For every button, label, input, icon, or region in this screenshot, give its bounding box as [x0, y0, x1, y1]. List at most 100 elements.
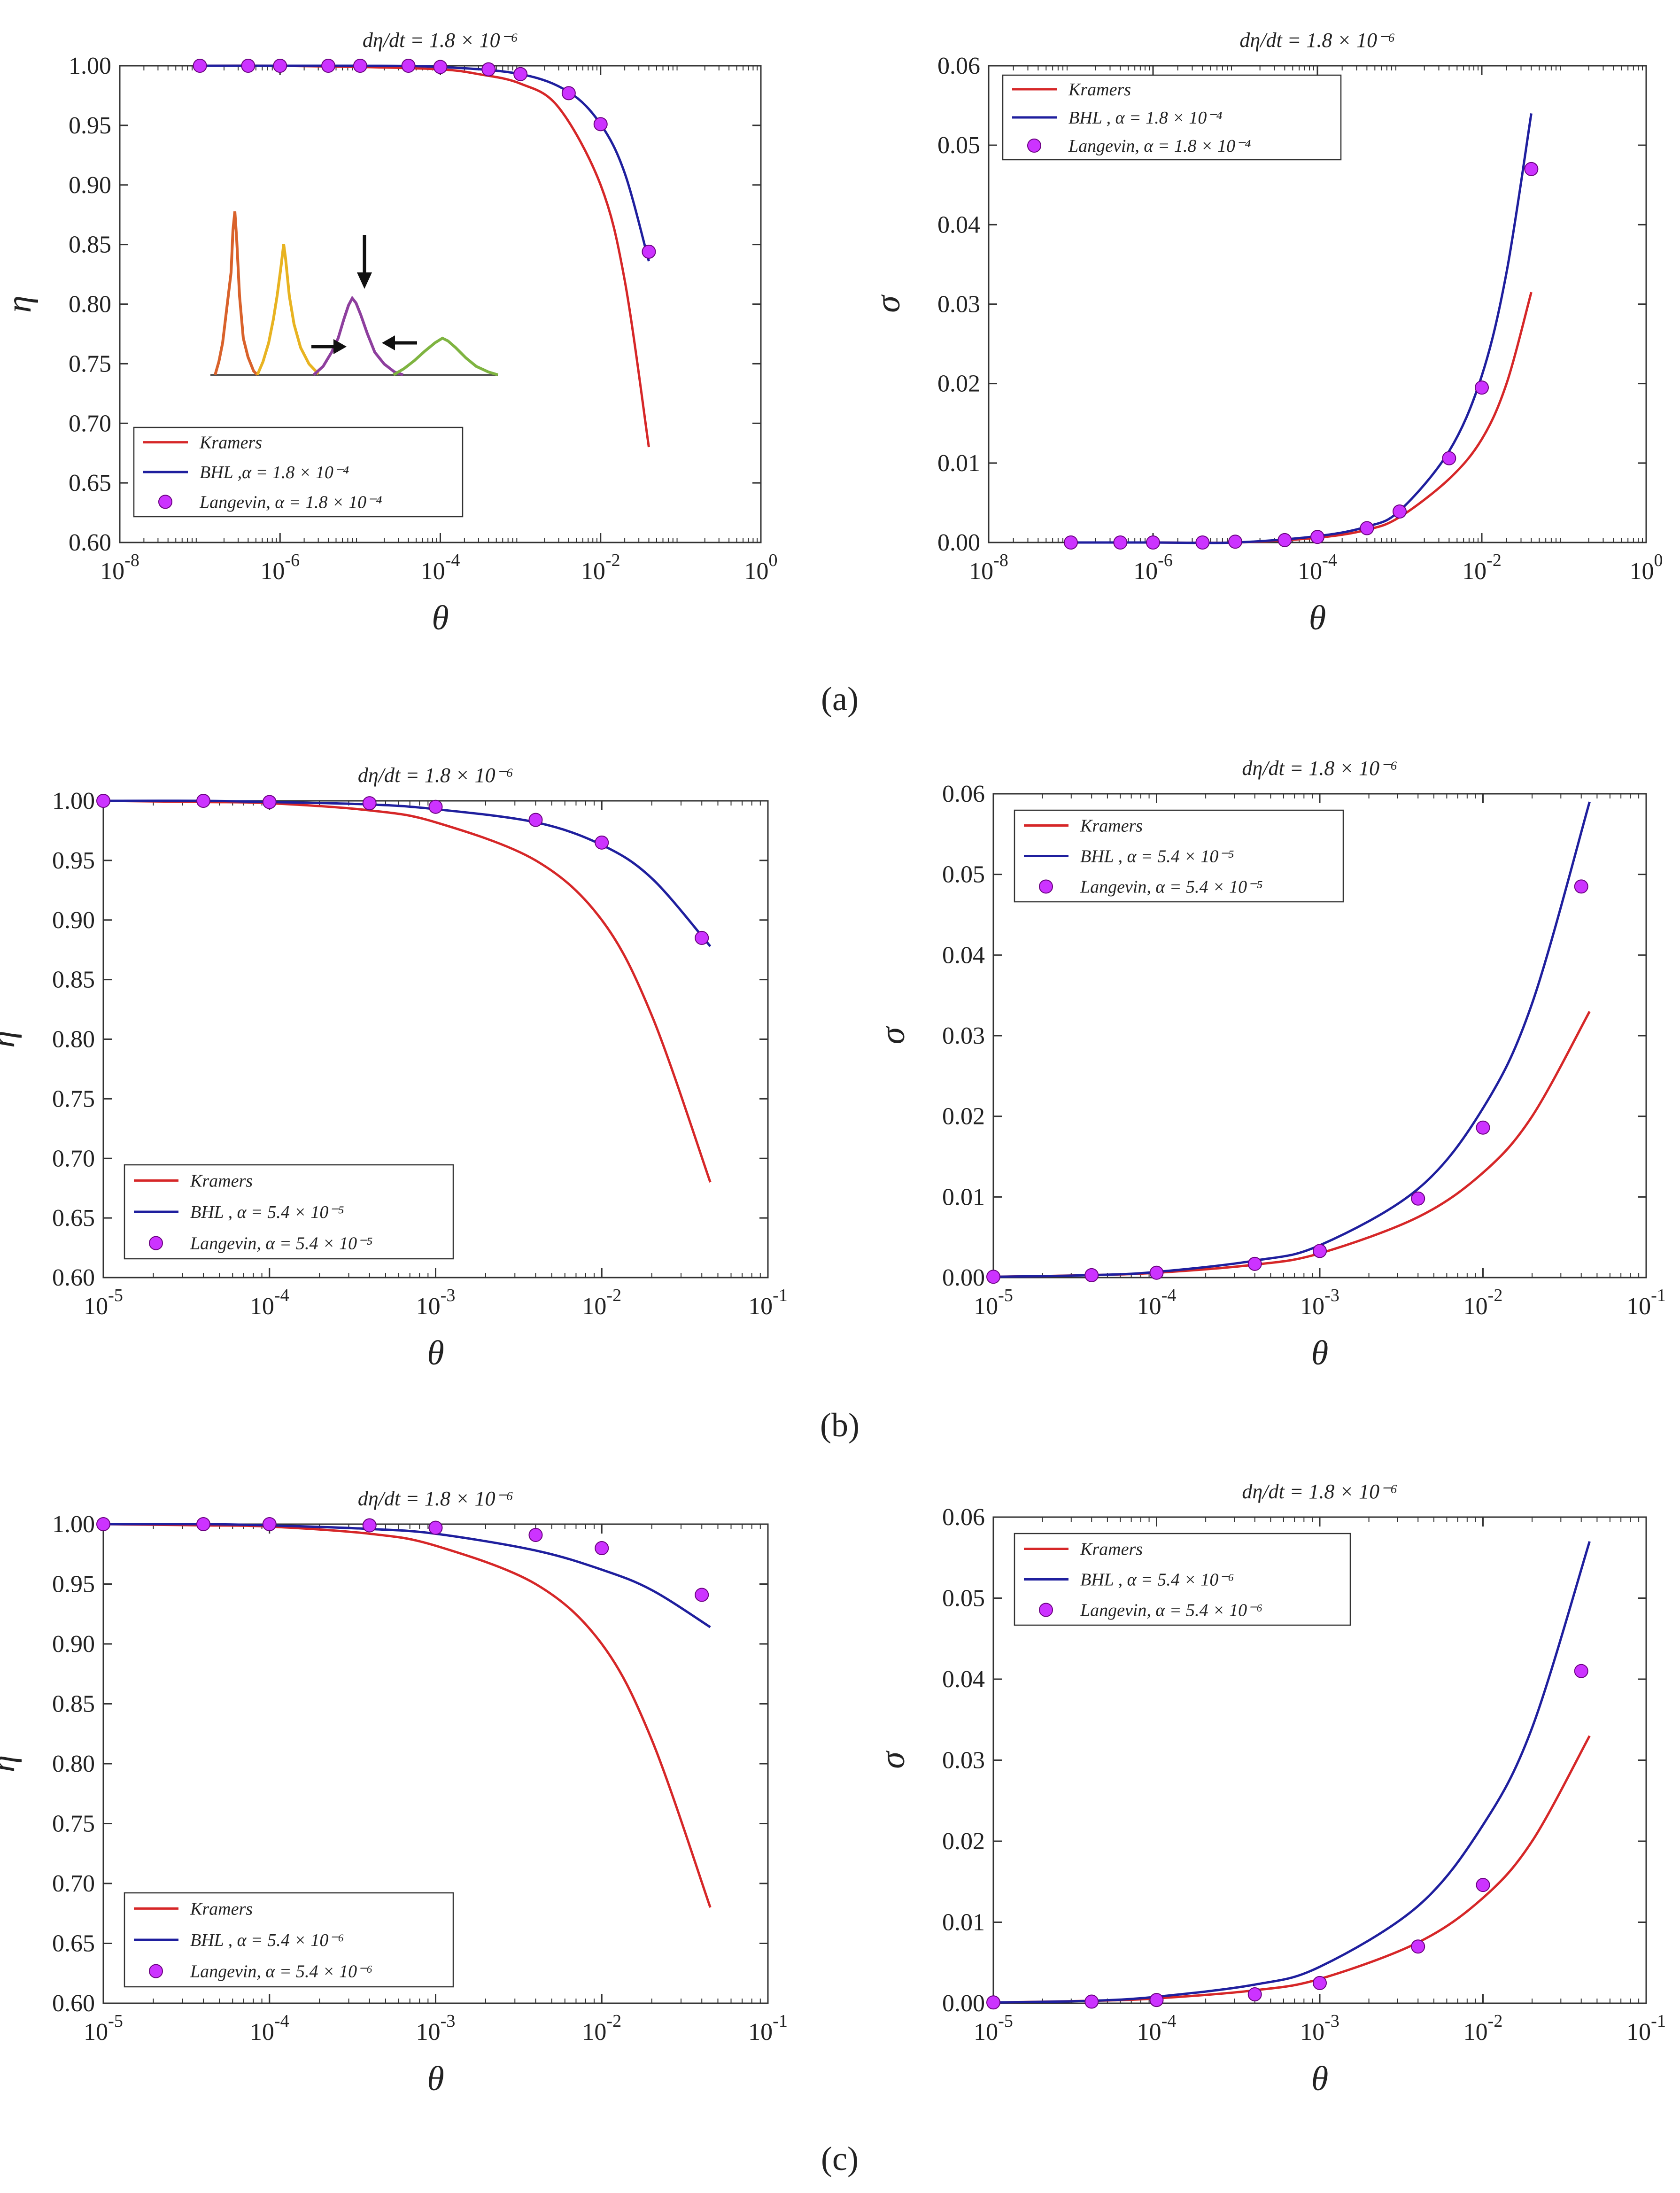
langevin-marker [642, 244, 656, 259]
x-tick-label: 10-1 [1626, 1286, 1666, 1320]
legend-label: Langevin, α = 5.4 × 10⁻⁶ [190, 1962, 372, 1982]
langevin-marker [513, 67, 528, 81]
legend-swatch-langevin [1039, 879, 1053, 894]
langevin-marker [362, 1518, 377, 1533]
plot-title: dη/dt = 1.8 × 10⁻⁶ [1242, 757, 1397, 780]
legend: Kramers BHL , α = 5.4 × 10⁻⁶ Langevin, α =… [1014, 1533, 1351, 1626]
x-tick-label: 10-5 [84, 1286, 123, 1320]
langevin-marker [428, 1520, 443, 1535]
y-tick-label: 0.03 [942, 1747, 985, 1774]
langevin-marker [1360, 521, 1374, 535]
langevin-marker [273, 59, 287, 73]
y-tick-label: 0.05 [942, 1585, 985, 1612]
x-tick-label: 10-3 [416, 1286, 456, 1320]
langevin-marker [1149, 1265, 1164, 1280]
x-tick-label: 10-2 [581, 550, 620, 585]
x-tick-label: 10-1 [748, 2011, 788, 2046]
y-tick-label: 0.80 [52, 1751, 95, 1777]
chart-a-eta: 0.60 0.65 0.70 0.75 0.80 0.85 0.90 0.95 1.00 10-8… [0, 29, 778, 637]
langevin-marker [262, 795, 277, 809]
y-tick-label: 0.85 [52, 967, 95, 993]
langevin-marker [362, 796, 377, 811]
legend-label: Langevin, α = 5.4 × 10⁻⁵ [190, 1234, 372, 1254]
y-tick-label: 0.01 [942, 1909, 985, 1936]
y-tick-label: 0.06 [937, 53, 980, 79]
x-tick-label: 10-2 [1463, 2011, 1503, 2046]
legend: Kramers BHL , α = 1.8 × 10⁻⁴ Langevin, α =… [1002, 74, 1342, 161]
x-tick-label: 10-2 [1462, 550, 1502, 585]
y-tick-label: 0.06 [942, 1504, 985, 1531]
legend-label: Langevin, α = 5.4 × 10⁻⁵ [1080, 877, 1262, 897]
langevin-marker [1277, 533, 1292, 547]
langevin-marker [1411, 1939, 1425, 1954]
y-tick-label: 0.05 [942, 861, 985, 888]
langevin-marker [1113, 535, 1128, 550]
langevin-marker [595, 835, 609, 850]
x-tick-label: 10-5 [974, 2011, 1013, 2046]
y-tick-label: 0.90 [52, 907, 95, 934]
langevin-marker [1228, 535, 1242, 549]
legend-swatch-langevin [149, 1964, 163, 1978]
y-axis-title: σ [874, 1026, 912, 1044]
x-tick-label: 10-8 [969, 550, 1008, 585]
langevin-marker [321, 59, 335, 73]
langevin-marker [481, 62, 496, 77]
legend-label: Kramers [190, 1899, 253, 1919]
langevin-marker [433, 60, 448, 74]
y-tick-label: 0.00 [942, 1264, 985, 1291]
series-line-bhl [200, 64, 650, 262]
langevin-marker [528, 1527, 543, 1542]
y-tick-label: 0.95 [52, 847, 95, 874]
y-tick-label: 0.75 [69, 350, 111, 377]
x-axis-title: θ [427, 1334, 444, 1372]
y-tick-label: 0.80 [69, 291, 111, 318]
y-tick-label: 0.85 [69, 232, 111, 258]
y-axis-title: η [0, 1755, 22, 1773]
y-tick-label: 0.75 [52, 1085, 95, 1112]
x-axis-title: θ [1311, 1334, 1328, 1372]
x-tick-label: 10-1 [1626, 2011, 1666, 2046]
langevin-marker [1393, 504, 1407, 519]
y-tick-label: 0.90 [52, 1631, 95, 1658]
y-tick-label: 0.65 [69, 470, 111, 496]
y-tick-label: 0.03 [937, 291, 980, 318]
langevin-marker [1310, 530, 1324, 544]
langevin-marker [1574, 879, 1588, 894]
x-tick-label: 10-2 [1463, 1286, 1503, 1320]
x-axis-title: θ [432, 599, 449, 637]
chart-c-sigma: 0.00 0.01 0.02 0.03 0.04 0.05 0.06 10-5 10-4 10-3… [874, 1480, 1666, 2098]
x-tick-label: 10-3 [1300, 2011, 1339, 2046]
langevin-marker [193, 59, 207, 73]
x-axis-title: θ [1309, 599, 1326, 637]
langevin-marker [1195, 535, 1210, 550]
langevin-marker [1313, 1976, 1327, 1990]
langevin-marker [1476, 1878, 1490, 1892]
langevin-marker [986, 1270, 1000, 1284]
x-tick-label: 10-3 [416, 2011, 456, 2046]
legend-label: BHL , α = 5.4 × 10⁻⁵ [1080, 847, 1234, 867]
y-tick-label: 0.75 [52, 1811, 95, 1837]
y-tick-label: 0.70 [52, 1145, 95, 1172]
langevin-marker [353, 59, 367, 73]
y-tick-label: 0.70 [69, 410, 111, 437]
legend-box [1014, 809, 1344, 903]
langevin-marker [593, 117, 608, 132]
y-tick-label: 0.00 [942, 1990, 985, 2017]
y-tick-label: 0.80 [52, 1026, 95, 1053]
y-axis-title: σ [874, 1751, 912, 1769]
y-tick-label: 0.02 [942, 1828, 985, 1855]
langevin-marker [595, 1541, 609, 1555]
y-tick-label: 0.01 [942, 1184, 985, 1210]
x-tick-label: 10-4 [421, 550, 460, 585]
langevin-marker [1064, 535, 1078, 550]
legend-label: BHL , α = 5.4 × 10⁻⁶ [190, 1930, 344, 1950]
y-tick-label: 0.95 [52, 1571, 95, 1598]
langevin-marker [1247, 1987, 1262, 2002]
langevin-marker [96, 1517, 110, 1531]
y-tick-label: 0.04 [942, 942, 985, 969]
x-tick-label: 10-5 [84, 2011, 123, 2046]
y-tick-label: 0.60 [52, 1264, 95, 1291]
y-tick-label: 0.02 [942, 1103, 985, 1130]
langevin-marker [561, 86, 576, 101]
